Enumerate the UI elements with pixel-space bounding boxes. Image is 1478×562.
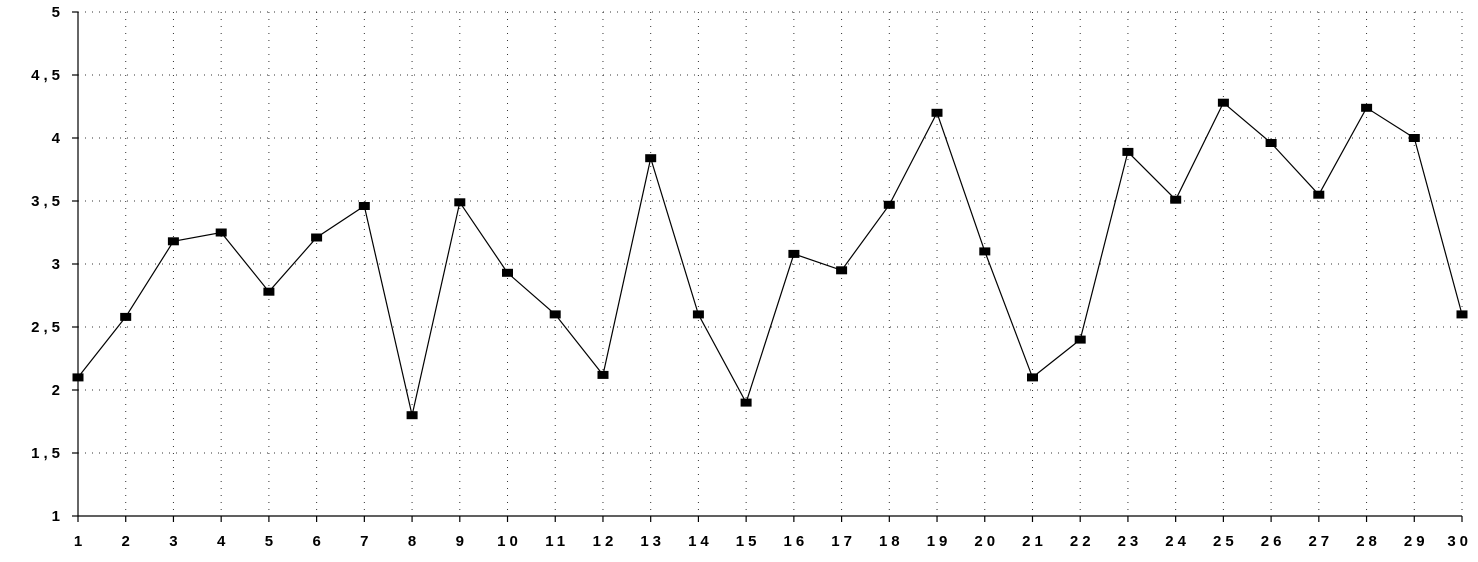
data-point-marker [120,312,132,321]
x-tick-label: 17 [831,533,856,550]
data-point-marker [311,233,323,242]
x-tick-label: 19 [927,533,952,550]
x-tick-label: 18 [879,533,904,550]
data-point-marker [836,266,848,275]
y-tick-label: 1,5 [31,445,64,462]
x-tick-label: 27 [1308,533,1333,550]
data-point-marker [931,108,943,117]
y-axis-ticks: 1 1,5 2 2,5 3 3,5 4 4,5 5 [31,4,78,525]
data-point-marker [406,411,418,420]
data-point-marker [645,154,657,163]
y-tick-label: 5 [52,4,64,21]
data-point-marker [1408,134,1420,142]
x-tick-label: 3 [169,533,181,550]
y-tick-label: 3 [52,256,64,273]
chart-grid [78,11,1463,516]
x-tick-label: 22 [1070,533,1095,550]
data-point-marker [692,310,704,319]
x-tick-label: 9 [456,533,468,550]
series-line [77,101,1463,416]
x-tick-label: 26 [1261,533,1286,550]
x-tick-label: 24 [1165,533,1190,550]
data-point-marker [1361,103,1373,112]
y-tick-label: 4,5 [31,67,64,84]
data-point-marker [1027,373,1038,382]
x-tick-label: 29 [1404,533,1429,550]
chart-series [72,98,1468,420]
x-tick-label: 28 [1356,533,1381,550]
data-point-marker [1265,139,1277,147]
data-point-marker [1456,310,1468,319]
data-point-marker [263,287,275,296]
y-tick-label: 2 [52,382,64,399]
x-tick-label: 10 [497,533,522,550]
data-point-marker [167,237,179,246]
x-tick-label: 23 [1118,533,1143,550]
data-point-marker [1170,195,1182,204]
data-point-marker [740,398,752,407]
data-point-marker [597,370,609,379]
y-tick-label: 2,5 [31,319,64,336]
data-point-marker [549,310,561,319]
x-tick-label: 1 [74,533,86,550]
data-point-marker [72,373,84,382]
x-tick-label: 7 [360,533,372,550]
y-tick-label: 3,5 [31,193,64,210]
data-point-marker [1217,98,1229,107]
x-tick-label: 5 [265,533,277,550]
x-tick-label: 12 [593,533,618,550]
x-tick-label: 4 [217,533,229,550]
data-point-marker [502,268,513,277]
data-point-marker [215,228,227,237]
data-point-marker [454,198,466,207]
x-tick-label: 11 [545,533,569,550]
x-tick-label: 2 [122,533,134,550]
data-point-marker [1122,147,1134,156]
x-tick-label: 8 [408,533,420,550]
data-point-marker [1313,190,1325,199]
x-tick-label: 16 [784,533,809,550]
x-tick-label: 21 [1022,533,1047,550]
x-axis-ticks: 1 2 3 4 5 6 7 8 9 10 11 12 13 14 15 16 17 18 19 20 21 22 23 24 2… [74,516,1472,550]
x-tick-label: 25 [1213,533,1238,550]
x-tick-label: 14 [688,533,713,550]
x-tick-label: 15 [736,533,761,550]
data-point-marker [883,200,895,209]
y-tick-label: 1 [52,508,64,525]
y-tick-label: 4 [52,130,64,147]
x-tick-label: 6 [312,533,324,550]
x-tick-label: 13 [640,533,665,550]
x-tick-label: 30 [1447,533,1472,550]
data-point-marker [1074,335,1086,344]
x-tick-label: 20 [974,533,999,550]
data-point-marker [358,202,370,210]
data-point-marker [788,249,800,258]
data-point-marker [979,247,991,256]
